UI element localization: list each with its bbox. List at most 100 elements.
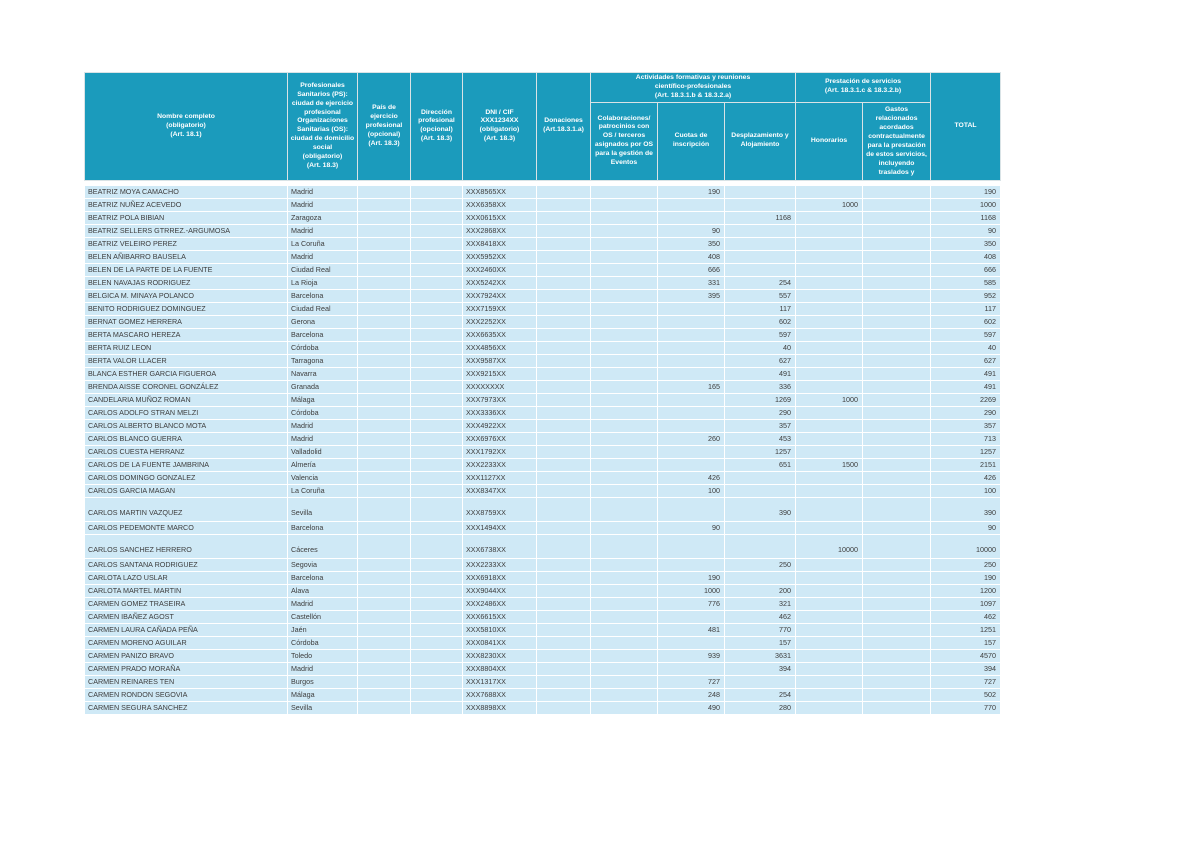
table-row: CARLOS GARCIA MAGAN La Coruña XXX8347XX 100… — [84, 483, 1001, 498]
cell-gastos — [862, 470, 931, 485]
cell-honorarios — [795, 236, 863, 251]
cell-cuotas: 90 — [657, 223, 725, 238]
cell-direccion — [410, 444, 463, 459]
col-header-nombre: Nombre completo (obligatorio) (Art. 18.1… — [84, 72, 288, 181]
cell-colaboraciones — [590, 457, 658, 472]
cell-total: 117 — [930, 301, 1001, 316]
cell-gastos — [862, 197, 931, 212]
group-header-actividades: Actividades formativas y reuniones cient… — [589, 72, 797, 103]
cell-direccion — [410, 687, 463, 702]
cell-dni: XXX2868XX — [462, 223, 537, 238]
cell-city: Madrid — [287, 418, 358, 433]
cell-gastos — [862, 314, 931, 329]
cell-dni: XXX1317XX — [462, 674, 537, 689]
cell-dni: XXX6635XX — [462, 327, 537, 342]
cell-direccion — [410, 197, 463, 212]
cell-city: Ciudad Real — [287, 301, 358, 316]
cell-city: Córdoba — [287, 405, 358, 420]
cell-city: Valladolid — [287, 444, 358, 459]
cell-city: La Coruña — [287, 236, 358, 251]
cell-donaciones — [536, 392, 591, 407]
cell-colaboraciones — [590, 340, 658, 355]
cell-dni: XXX8230XX — [462, 648, 537, 663]
cell-colaboraciones — [590, 197, 658, 212]
cell-gastos — [862, 648, 931, 663]
cell-name: CARMEN LAURA CAÑADA PEÑA — [84, 622, 288, 637]
cell-pais — [357, 635, 411, 650]
cell-total: 491 — [930, 379, 1001, 394]
cell-dni: XXX3336XX — [462, 405, 537, 420]
cell-dni: XXX6358XX — [462, 197, 537, 212]
cell-dni: XXX8804XX — [462, 661, 537, 676]
cell-city: Ciudad Real — [287, 262, 358, 277]
cell-pais — [357, 405, 411, 420]
cell-direccion — [410, 661, 463, 676]
cell-name: BRENDA AISSE CORONEL GONZÁLEZ — [84, 379, 288, 394]
cell-desplazamiento: 200 — [724, 583, 796, 598]
cell-donaciones — [536, 661, 591, 676]
cell-total: 1168 — [930, 210, 1001, 225]
cell-honorarios: 10000 — [795, 533, 863, 559]
cell-pais — [357, 661, 411, 676]
cell-desplazamiento: 453 — [724, 431, 796, 446]
cell-pais — [357, 700, 411, 715]
cell-direccion — [410, 700, 463, 715]
cell-gastos — [862, 379, 931, 394]
cell-total: 190 — [930, 184, 1001, 199]
table-row: BERTA VALOR LLACER Tarragona XXX9587XX 627 6… — [84, 353, 1001, 368]
cell-donaciones — [536, 609, 591, 624]
cell-cuotas: 190 — [657, 570, 725, 585]
cell-gastos — [862, 353, 931, 368]
cell-colaboraciones — [590, 687, 658, 702]
cell-name: BELEN DE LA PARTE DE LA FUENTE — [84, 262, 288, 277]
cell-cuotas: 190 — [657, 184, 725, 199]
cell-name: BEATRIZ POLA BIBIAN — [84, 210, 288, 225]
cell-cuotas — [657, 210, 725, 225]
table-row: CARMEN REINARES TEN Burgos XXX1317XX 727 727 — [84, 674, 1001, 689]
cell-desplazamiento — [724, 533, 796, 559]
cell-pais — [357, 496, 411, 522]
table-row: CARLOS SANCHEZ HERRERO Cáceres XXX6738XX 10… — [84, 533, 1001, 559]
cell-colaboraciones — [590, 444, 658, 459]
cell-desplazamiento — [724, 184, 796, 199]
cell-total: 727 — [930, 674, 1001, 689]
cell-cuotas: 490 — [657, 700, 725, 715]
cell-dni: XXX5952XX — [462, 249, 537, 264]
cell-colaboraciones — [590, 483, 658, 498]
cell-gastos — [862, 674, 931, 689]
cell-desplazamiento — [724, 674, 796, 689]
cell-name: BEATRIZ NUÑEZ ACEVEDO — [84, 197, 288, 212]
cell-city: Madrid — [287, 249, 358, 264]
cell-pais — [357, 379, 411, 394]
table-row: CARMEN IBAÑEZ AGOST Castellón XXX6615XX 462… — [84, 609, 1001, 624]
cell-donaciones — [536, 340, 591, 355]
cell-total: 1251 — [930, 622, 1001, 637]
cell-honorarios — [795, 570, 863, 585]
cell-direccion — [410, 470, 463, 485]
cell-direccion — [410, 184, 463, 199]
cell-name: CARMEN PRADO MORAÑA — [84, 661, 288, 676]
cell-pais — [357, 262, 411, 277]
cell-colaboraciones — [590, 288, 658, 303]
cell-cuotas — [657, 366, 725, 381]
cell-city: Valencia — [287, 470, 358, 485]
cell-total: 2269 — [930, 392, 1001, 407]
cell-pais — [357, 418, 411, 433]
table-row: CARLOS CUESTA HERRANZ Valladolid XXX1792XX… — [84, 444, 1001, 459]
cell-donaciones — [536, 470, 591, 485]
cell-desplazamiento — [724, 570, 796, 585]
cell-gastos — [862, 557, 931, 572]
table-row: CARMEN PRADO MORAÑA Madrid XXX8804XX 394 394 — [84, 661, 1001, 676]
cell-name: CARLOTA LAZO USLAR — [84, 570, 288, 585]
cell-total: 10000 — [930, 533, 1001, 559]
cell-name: CARMEN REINARES TEN — [84, 674, 288, 689]
cell-pais — [357, 431, 411, 446]
cell-name: CARMEN SEGURA SANCHEZ — [84, 700, 288, 715]
cell-city: Tarragona — [287, 353, 358, 368]
cell-donaciones — [536, 533, 591, 559]
table-row: CARLOS ADOLFO STRAN MELZI Córdoba XXX3336X… — [84, 405, 1001, 420]
cell-city: Sevilla — [287, 496, 358, 522]
cell-direccion — [410, 301, 463, 316]
cell-desplazamiento: 280 — [724, 700, 796, 715]
cell-donaciones — [536, 353, 591, 368]
